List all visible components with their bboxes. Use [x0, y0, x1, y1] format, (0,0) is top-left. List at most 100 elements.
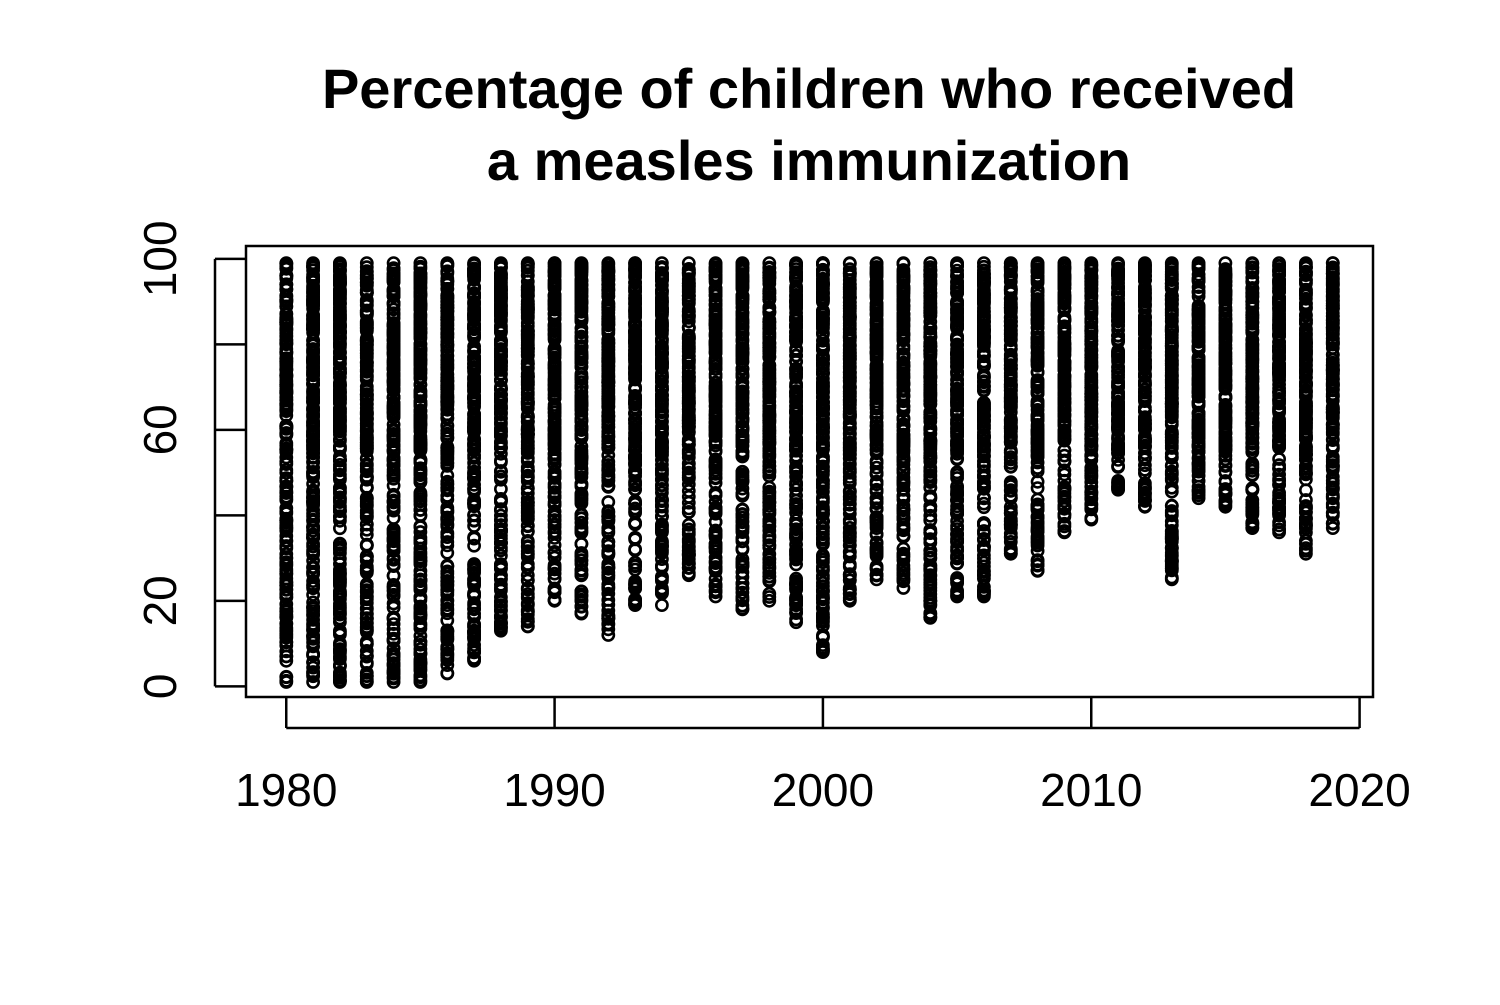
data-point — [306, 496, 320, 510]
data-point — [332, 457, 347, 472]
data-point — [413, 269, 428, 284]
data-point — [306, 466, 320, 480]
data-point — [413, 497, 428, 512]
y-tick-label: 20 — [134, 575, 186, 626]
data-point — [386, 354, 401, 369]
data-point — [413, 525, 428, 539]
x-tick-label: 2000 — [772, 764, 874, 816]
data-point — [386, 332, 401, 347]
data-point — [359, 636, 374, 651]
data-point — [440, 476, 455, 491]
data-point — [386, 346, 401, 361]
data-point — [279, 571, 294, 586]
data-point — [306, 648, 320, 662]
data-point — [359, 407, 374, 422]
data-point — [279, 649, 294, 664]
data-point — [332, 404, 347, 419]
x-tick-label: 1980 — [235, 764, 337, 816]
data-point — [386, 649, 401, 664]
data-point — [359, 372, 374, 387]
data-point — [306, 470, 320, 485]
data-point — [279, 333, 294, 347]
data-point — [413, 618, 428, 633]
data-point — [279, 307, 294, 322]
data-point — [332, 573, 347, 588]
data-point — [413, 579, 428, 594]
data-point — [306, 401, 320, 416]
data-point — [306, 384, 320, 399]
data-point — [359, 583, 374, 598]
data-point — [413, 388, 428, 403]
data-point — [386, 390, 401, 405]
data-point — [440, 613, 455, 628]
data-point — [413, 550, 428, 565]
data-point — [359, 315, 374, 329]
data-point — [386, 626, 401, 641]
data-point — [332, 599, 347, 614]
data-point — [306, 408, 320, 423]
data-point — [413, 300, 428, 315]
data-point — [306, 621, 320, 635]
data-point — [279, 473, 294, 488]
data-point — [413, 342, 428, 356]
data-point — [306, 539, 320, 554]
data-point — [279, 653, 294, 668]
data-point — [332, 491, 347, 506]
data-point — [359, 464, 374, 479]
data-point — [440, 650, 455, 665]
data-point — [655, 598, 669, 612]
data-point — [386, 559, 401, 573]
data-point — [386, 458, 401, 473]
data-point — [386, 584, 401, 598]
data-point — [413, 362, 428, 377]
data-point — [306, 353, 320, 367]
data-point — [359, 612, 374, 626]
data-point — [359, 517, 374, 532]
data-point — [306, 417, 320, 432]
data-point — [413, 593, 428, 607]
data-point — [386, 610, 401, 625]
data-point — [386, 341, 401, 356]
data-point — [279, 299, 294, 314]
data-point — [279, 465, 294, 480]
data-point — [279, 442, 294, 457]
data-point — [306, 270, 320, 285]
data-point — [332, 284, 347, 299]
data-point — [359, 269, 374, 284]
data-point — [386, 526, 401, 540]
data-point — [332, 290, 347, 305]
data-point — [306, 490, 320, 505]
data-point — [279, 267, 294, 282]
data-point — [306, 376, 320, 390]
data-point — [386, 261, 401, 276]
data-point — [359, 292, 374, 307]
x-tick-label: 2020 — [1308, 764, 1410, 816]
data-points — [279, 256, 1340, 689]
x-tick-label: 2010 — [1040, 764, 1142, 816]
data-point — [359, 335, 374, 350]
data-point — [359, 264, 374, 279]
data-point — [279, 534, 294, 549]
data-point — [332, 344, 347, 359]
data-point — [332, 424, 347, 438]
data-point — [413, 317, 428, 331]
data-point — [440, 468, 455, 483]
data-point — [306, 368, 320, 383]
data-point — [279, 436, 294, 451]
data-point — [413, 371, 428, 386]
data-point — [413, 572, 428, 587]
data-point — [279, 506, 294, 521]
data-point — [386, 283, 401, 298]
data-point — [440, 492, 455, 507]
data-point — [359, 298, 374, 313]
data-point — [413, 645, 428, 660]
data-point — [332, 375, 347, 390]
data-point — [440, 519, 455, 534]
data-point — [279, 607, 294, 622]
data-point — [306, 393, 320, 408]
data-point — [332, 643, 347, 658]
data-point — [306, 432, 320, 447]
data-point — [386, 437, 401, 452]
chart-title-line-2: a measles immunization — [487, 129, 1131, 192]
